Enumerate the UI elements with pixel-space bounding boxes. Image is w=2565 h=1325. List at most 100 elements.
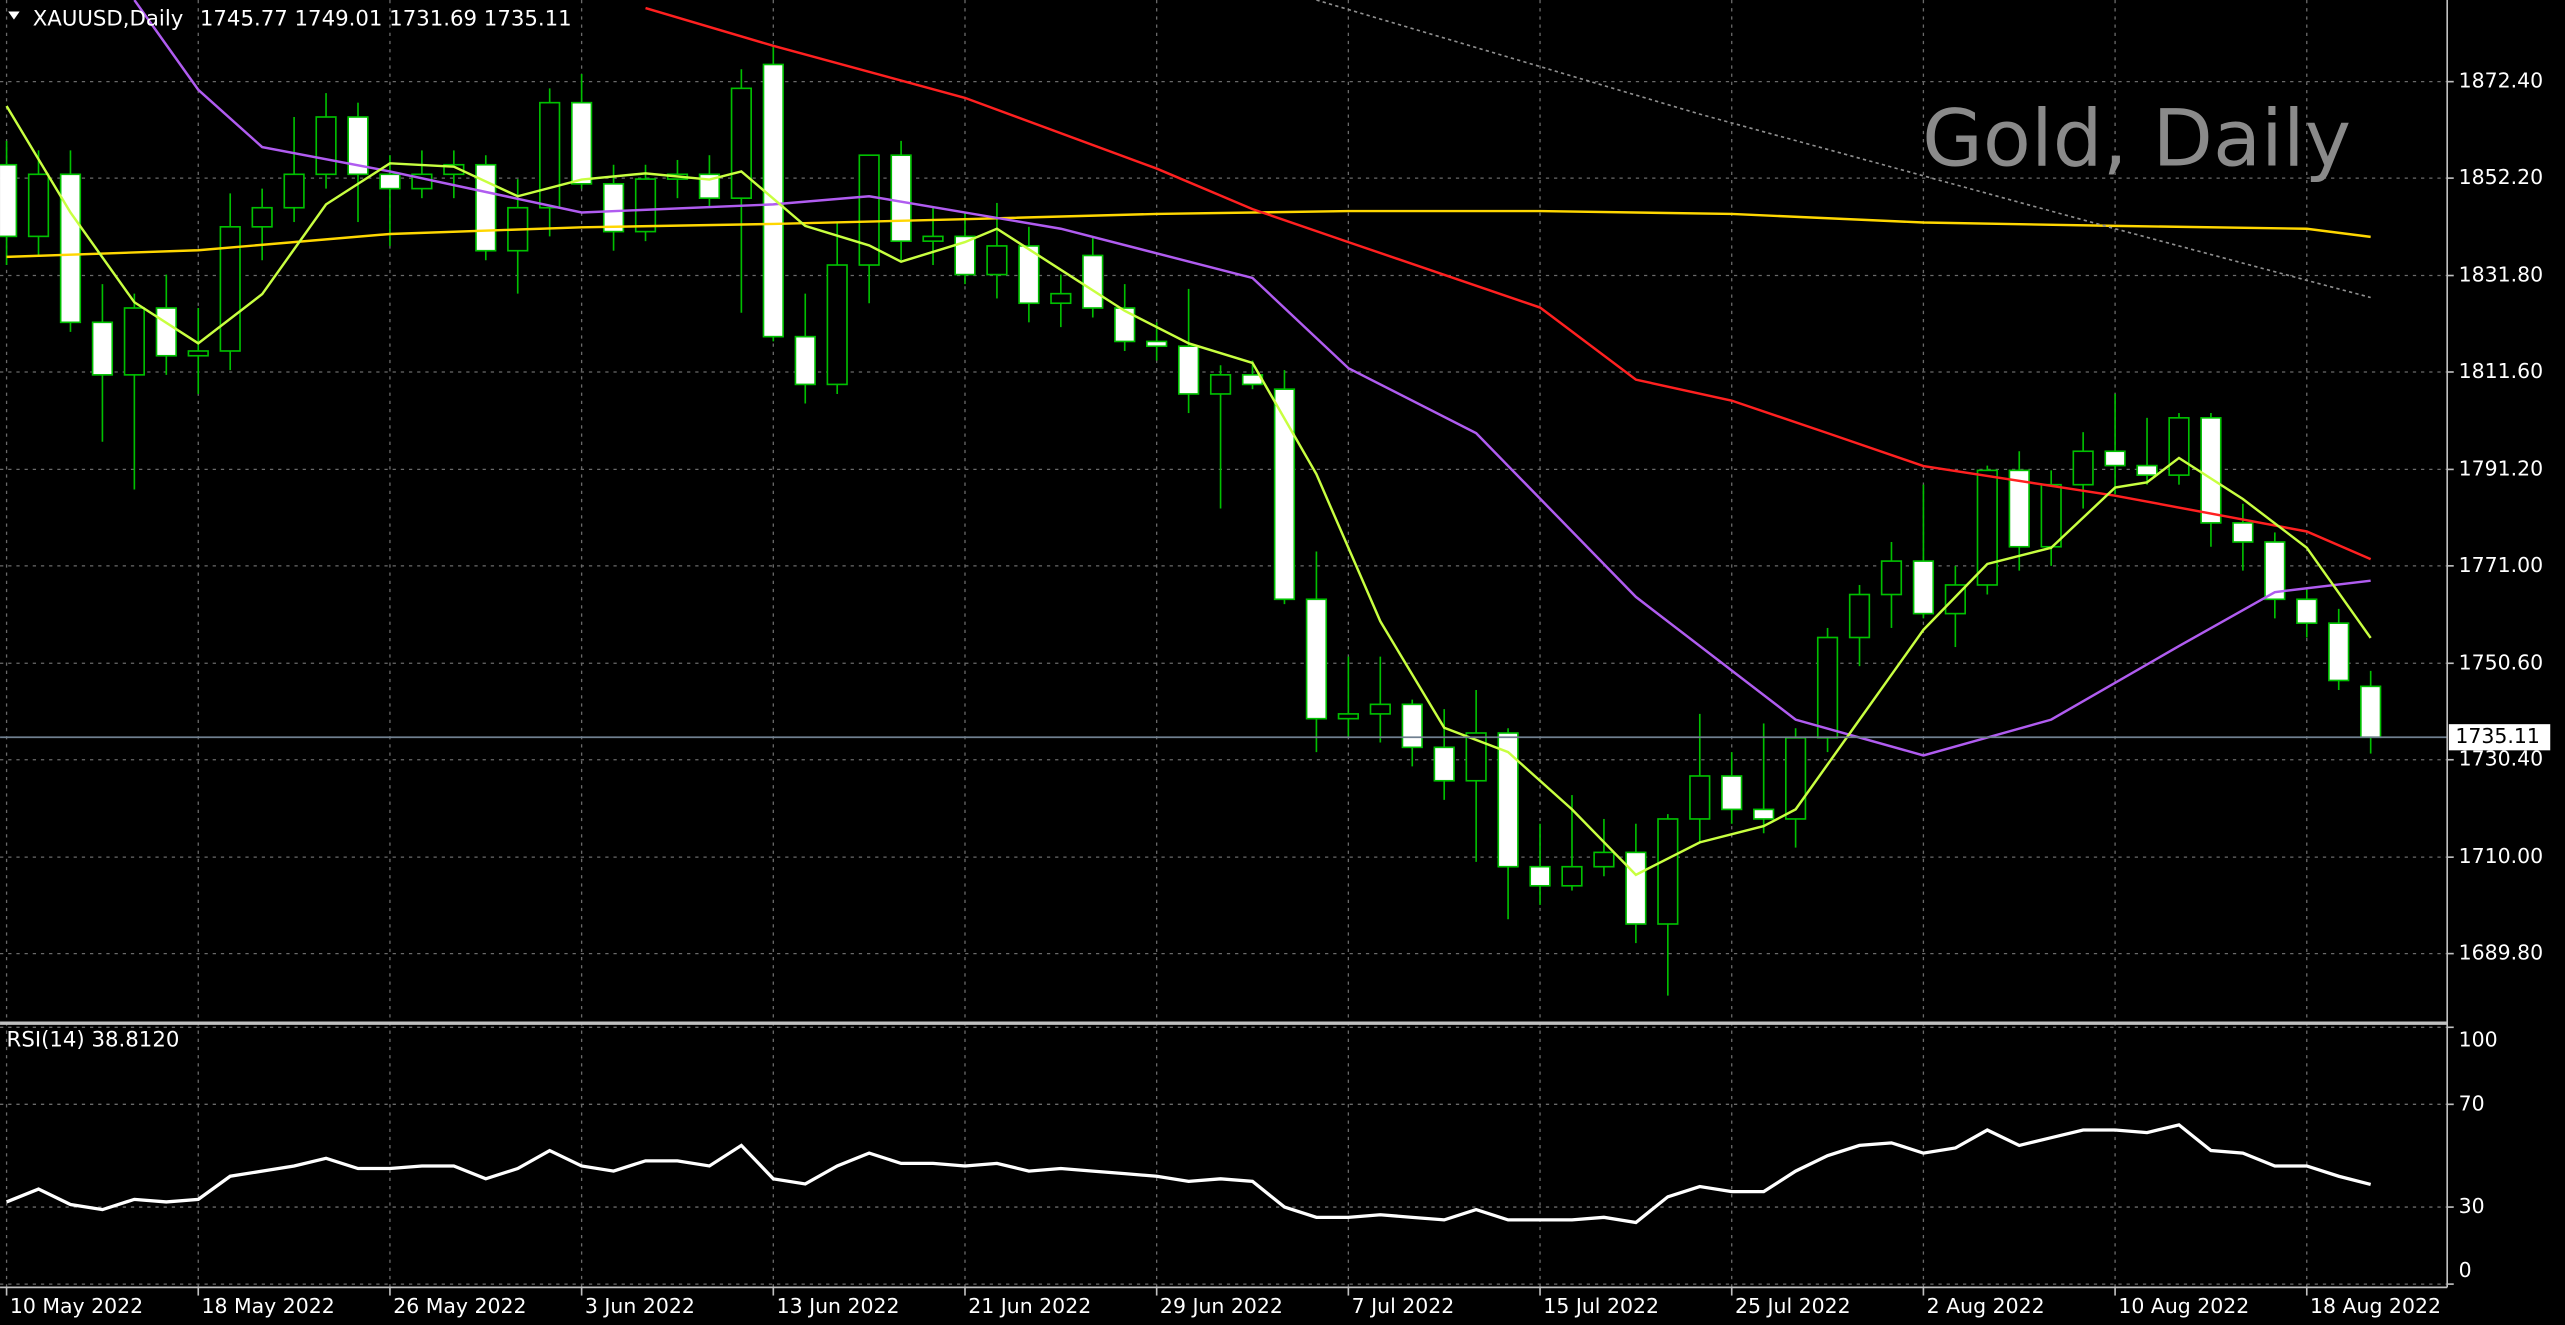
candle-body — [219, 226, 241, 352]
candle-body — [1561, 865, 1583, 887]
candle-body — [2104, 450, 2126, 467]
candle-body — [794, 335, 816, 386]
candle-body — [539, 101, 561, 209]
candle-body — [1593, 851, 1615, 868]
candle-body — [1209, 374, 1232, 395]
candle-body — [283, 173, 305, 209]
candle-body — [762, 63, 784, 338]
candle-body — [2072, 450, 2094, 486]
candle-body — [858, 154, 880, 266]
moving-average — [133, 0, 2371, 757]
y-tick-label: 1811.60 — [2459, 359, 2544, 383]
candle-body — [443, 163, 465, 176]
header: XAUUSD,Daily 1745.77 1749.01 1731.69 173… — [33, 7, 572, 32]
candle-body — [2200, 417, 2222, 524]
candle-body — [1657, 818, 1679, 925]
y-tick-label: 0 — [2459, 1258, 2472, 1282]
candle-body — [2264, 541, 2286, 601]
x-tick-label: 21 Jun 2022 — [968, 1294, 1091, 1318]
candle-body — [91, 321, 114, 376]
candle-body — [1273, 388, 1296, 601]
header-low: 1731.69 — [389, 7, 477, 32]
candle-body — [602, 183, 625, 233]
candle-body — [2296, 598, 2318, 624]
x-tick-label: 25 Jul 2022 — [1735, 1294, 1851, 1318]
moving-average — [6, 209, 2371, 259]
candle-body — [1880, 560, 1903, 596]
candle-body — [1625, 851, 1647, 925]
candle-body — [27, 173, 50, 238]
candle-body — [2040, 483, 2062, 548]
y-tick-label: 1852.20 — [2459, 165, 2544, 189]
rsi-last-value: 38.8120 — [91, 1027, 179, 1052]
candle-body — [1753, 808, 1775, 820]
x-tick-label: 2 Aug 2022 — [1927, 1294, 2045, 1318]
candle-body — [475, 163, 497, 252]
candle-body — [2008, 469, 2030, 548]
x-tick-label: 18 Aug 2022 — [2310, 1294, 2441, 1318]
watermark: Gold, Daily — [1922, 92, 2351, 184]
x-tick-label: 26 May 2022 — [393, 1294, 526, 1318]
y-tick-label: 1730.40 — [2459, 747, 2544, 771]
candle-body — [1369, 703, 1391, 715]
x-tick-label: 15 Jul 2022 — [1543, 1294, 1659, 1318]
candle-body — [1816, 636, 1839, 739]
candle-body — [2360, 685, 2382, 739]
candle-body — [1018, 245, 1040, 305]
candle-body — [1721, 775, 1743, 811]
candle-body — [0, 163, 18, 238]
candle-body — [59, 173, 82, 324]
candle-body — [922, 235, 944, 242]
candle-body — [1401, 703, 1423, 749]
y-tick-label: 1791.20 — [2459, 456, 2544, 480]
candle-body — [123, 307, 145, 376]
rsi-pane — [5, 1123, 2372, 1225]
candle-body — [1082, 254, 1104, 309]
candle-body — [2136, 464, 2158, 476]
y-tick-label: 1689.80 — [2459, 941, 2544, 965]
candle-body — [1465, 732, 1487, 782]
candle-body — [347, 116, 369, 176]
header-high: 1749.01 — [295, 7, 383, 32]
candle-body — [2232, 522, 2254, 543]
candle-body — [187, 350, 209, 357]
candle-body — [315, 116, 337, 176]
header-open: 1745.77 — [200, 7, 288, 32]
x-tick-label: 10 Aug 2022 — [2118, 1294, 2249, 1318]
candle-body — [570, 101, 593, 185]
candle-body — [1976, 469, 1998, 586]
price-label-box — [2448, 724, 2551, 751]
y-tick-label: 100 — [2459, 1027, 2498, 1051]
candle-body — [155, 307, 177, 357]
candle-body — [379, 173, 401, 190]
candle-body — [1784, 736, 1807, 820]
menu-triangle[interactable] — [8, 11, 20, 20]
moving-average — [1316, 0, 2371, 299]
candle-body — [1177, 345, 1200, 395]
rsi-title: RSI(14) 38.8120 — [7, 1027, 180, 1052]
candle-body — [1433, 746, 1455, 782]
x-tick-label: 29 Jun 2022 — [1160, 1294, 1283, 1318]
candle-body — [1146, 340, 1168, 348]
candle-body — [2168, 417, 2190, 476]
candle-body — [1529, 865, 1551, 887]
y-tick-label: 1710.00 — [2459, 844, 2544, 868]
candle-body — [1114, 307, 1136, 343]
rsi-name: RSI(14) — [7, 1027, 85, 1052]
candle-body — [1912, 560, 1935, 615]
candle-body — [2328, 622, 2350, 682]
price-label: 1735.11 — [2455, 724, 2540, 748]
candle-body — [986, 245, 1008, 276]
candle-body — [251, 206, 273, 228]
candle-body — [730, 87, 752, 199]
moving-average — [5, 105, 2372, 877]
x-tick-label: 7 Jul 2022 — [1352, 1294, 1455, 1318]
x-tick-label: 10 May 2022 — [10, 1294, 143, 1318]
candle-body — [826, 264, 848, 386]
x-tick-label: 13 Jun 2022 — [777, 1294, 900, 1318]
rsi-line — [5, 1123, 2372, 1225]
symbol: XAUUSD,Daily — [33, 7, 184, 32]
y-tick-label: 70 — [2459, 1091, 2485, 1115]
candle-body — [1848, 593, 1871, 639]
